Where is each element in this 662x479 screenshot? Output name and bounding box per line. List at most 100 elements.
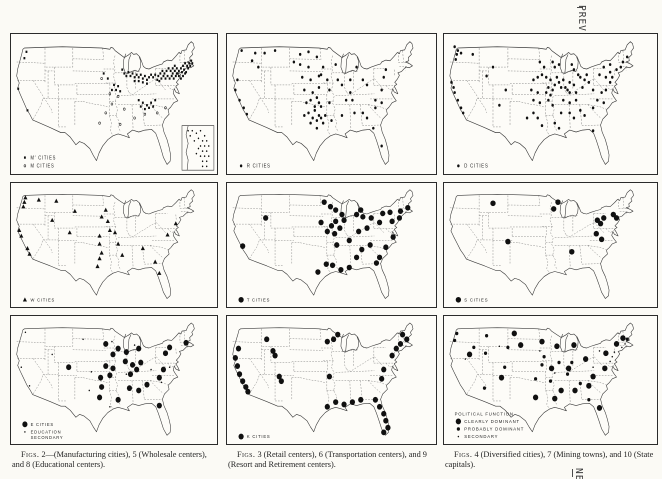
lake-michigan: [559, 200, 569, 219]
figure-caption-middle: Figs. 3 (Retail centers), 6 (Transportat…: [228, 450, 439, 470]
us-outline: [449, 41, 634, 165]
prev-nav-label[interactable]: PREV: [576, 5, 587, 32]
map-fig3-retail-centers: R CITIES: [226, 33, 437, 175]
state-boundaries: [232, 195, 409, 274]
series-m-cities: [17, 50, 194, 112]
next-nav-label[interactable]: NEXT: [573, 468, 584, 479]
us-outline: [232, 322, 414, 436]
michigan-peninsula: [127, 203, 142, 219]
legend-label: T CITIES: [247, 297, 270, 302]
us-dot-map: W CITIES: [16, 189, 195, 302]
map-fig6-transportation-centers: T CITIES: [226, 182, 437, 308]
caption-text: 2—(Manufacturing cities), 5 (Wholesale c…: [12, 450, 207, 469]
us-dot-map: K CITIES: [232, 322, 414, 440]
legend-label: W CITIES: [31, 297, 55, 302]
series-k-cities: [232, 331, 410, 436]
map-fig4-diversified-cities: D CITIES: [443, 33, 658, 175]
figure-caption-left: Figs. 2—(Manufacturing cities), 5 (Whole…: [12, 450, 218, 470]
map-legend: D CITIES: [457, 163, 488, 169]
legend-label: SECONDARY: [464, 434, 498, 439]
legend-header: POLITICAL FUNCTION: [455, 411, 514, 416]
michigan-peninsula: [564, 203, 579, 219]
michigan-peninsula: [564, 56, 579, 74]
series-clearly-dominant: [466, 330, 626, 411]
us-dot-map: S CITIES: [449, 189, 634, 303]
legend-label: E CITIES: [31, 422, 54, 427]
us-dot-map: POLITICAL FUNCTION CLEARLY DOMINANT PROBAB…: [449, 322, 634, 439]
series-d-cities: [450, 45, 629, 133]
legend-label: M CITIES: [31, 163, 55, 168]
michigan-peninsula: [564, 336, 579, 353]
figure-caption-right: Figs. 4 (Diversified cities), 7 (Mining …: [445, 450, 658, 470]
map-legend: R CITIES: [239, 163, 271, 169]
legend-label: M′ CITIES: [31, 155, 57, 160]
legend-label: CLEARLY DOMINANT: [464, 419, 520, 424]
us-outline: [449, 189, 634, 299]
state-boundaries: [232, 47, 409, 136]
us-dot-map: T CITIES: [232, 189, 414, 303]
lake-michigan: [340, 333, 349, 353]
caption-text: 4 (Diversified cities), 7 (Mining towns)…: [445, 450, 654, 469]
michigan-peninsula: [127, 56, 142, 74]
series-r-cities: [234, 49, 388, 148]
us-dot-map: M′ CITIES M CITIES: [16, 41, 215, 171]
state-boundaries: [16, 47, 191, 136]
legend-label: K CITIES: [247, 434, 271, 439]
us-outline: [232, 41, 414, 165]
lake-michigan: [122, 53, 132, 74]
map-legend: K CITIES: [238, 433, 271, 440]
map-legend: S CITIES: [455, 296, 488, 303]
us-outline: [16, 41, 195, 165]
us-outline: [449, 322, 634, 436]
next-edge-mark: [572, 469, 573, 477]
us-dot-map: R CITIES: [232, 41, 414, 169]
inset-map: [181, 125, 215, 171]
state-boundaries: [449, 195, 630, 274]
map-fig5-wholesale-centers: W CITIES: [10, 182, 218, 308]
series-m-cities: [98, 77, 167, 126]
lake-michigan: [122, 200, 132, 219]
michigan-peninsula: [345, 56, 359, 74]
legend-label: R CITIES: [247, 163, 271, 168]
map-fig2-manufacturing-cities: M′ CITIES M CITIES: [10, 33, 218, 175]
legend-label: EDUCATION: [31, 429, 62, 434]
series-probably-dominant: [453, 331, 629, 402]
caption-figs-label: Figs.: [454, 450, 473, 459]
map-fig8-educational-centers: E CITIES EDUCATION SECONDARY: [10, 315, 218, 445]
legend-label: S CITIES: [464, 297, 488, 302]
state-boundaries: [16, 195, 191, 274]
map-legend: T CITIES: [238, 296, 270, 303]
series-e-cities: [66, 339, 189, 409]
legend-label: PROBABLY DOMINANT: [464, 426, 524, 431]
map-legend: W CITIES: [22, 297, 55, 302]
series-s-cities: [490, 199, 620, 255]
legend-label-line2: SECONDARY: [31, 435, 64, 440]
caption-text: 3 (Retail centers), 6 (Transportation ce…: [228, 450, 427, 469]
lake-michigan: [340, 53, 349, 74]
state-boundaries: [449, 47, 630, 136]
series-education-secondary: [20, 331, 171, 408]
caption-figs-label: Figs.: [21, 450, 40, 459]
map-legend: M′ CITIES M CITIES: [23, 155, 57, 169]
series-w-cities: [17, 195, 178, 275]
lake-michigan: [559, 333, 569, 353]
prev-underscore-mark: [577, 7, 583, 8]
us-outline: [16, 322, 195, 436]
state-boundaries: [16, 328, 191, 410]
us-outline: [16, 189, 195, 299]
map-fig9-resort-retirement-centers: K CITIES: [226, 315, 437, 445]
map-legend: POLITICAL FUNCTION CLEARLY DOMINANT PROBAB…: [455, 411, 524, 439]
lake-michigan: [559, 53, 569, 74]
map-fig7-mining-towns: S CITIES: [443, 182, 658, 308]
michigan-peninsula: [345, 336, 359, 353]
us-dot-map: D CITIES: [449, 41, 634, 169]
map-fig10-state-capitals: POLITICAL FUNCTION CLEARLY DOMINANT PROBAB…: [443, 315, 658, 445]
series-t-cities: [240, 199, 411, 275]
us-outline: [232, 189, 414, 299]
legend-label: D CITIES: [464, 163, 488, 168]
series-secondary: [464, 343, 626, 374]
caption-figs-label: Figs.: [237, 450, 256, 459]
